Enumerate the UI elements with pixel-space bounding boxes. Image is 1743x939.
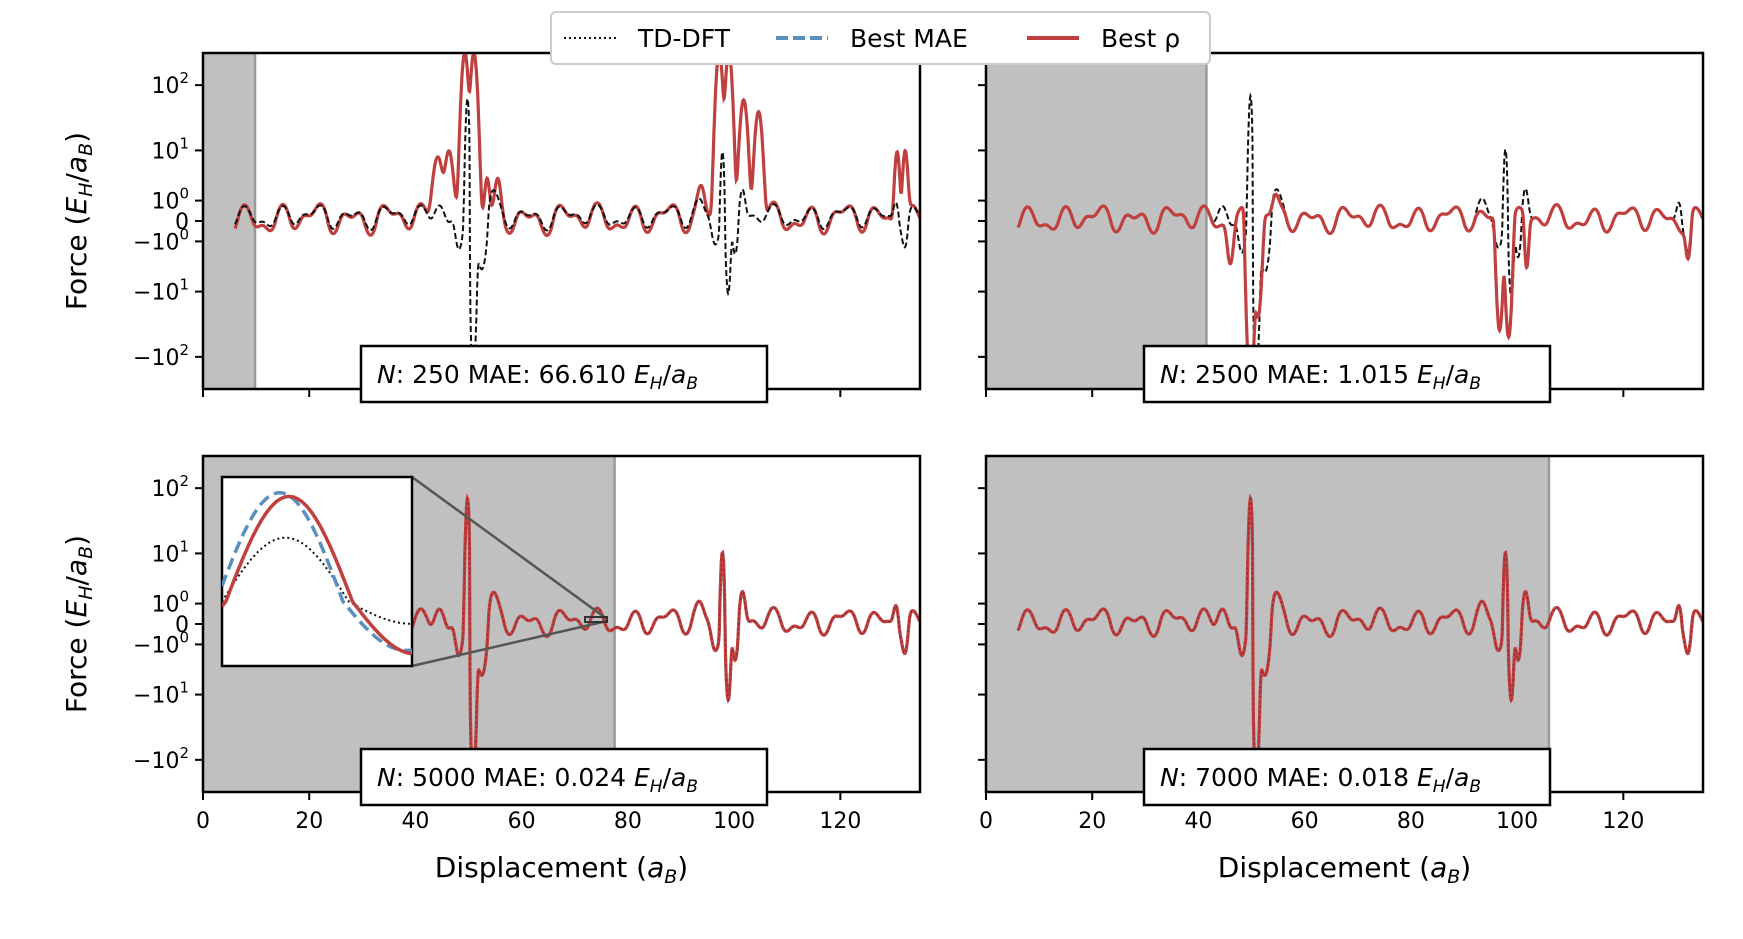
- y-tick-label: −100: [133, 628, 189, 658]
- series-group: [1016, 493, 1703, 786]
- shaded-region: [986, 456, 1549, 792]
- x-tick-label: 60: [508, 809, 536, 834]
- x-tick-label: 80: [614, 809, 642, 834]
- annotation-text: N: 7000 MAE: 0.018 EH/aB: [1160, 763, 1481, 797]
- x-axis-label: Displacement (aB): [1218, 851, 1471, 888]
- inset-connector: [411, 475, 608, 621]
- x-tick-label: 80: [1397, 809, 1425, 834]
- y-axis-label: Force (EH/aB): [60, 132, 97, 310]
- series-best-rho: [1016, 192, 1703, 389]
- legend: TD-DFT Best MAE Best ρ: [550, 11, 1211, 65]
- annotation-text: N: 5000 MAE: 0.024 EH/aB: [377, 763, 698, 797]
- y-tick-label: 0: [175, 613, 189, 638]
- annotation-text: N: 2500 MAE: 1.015 EH/aB: [1160, 360, 1481, 394]
- y-tick-label: 102: [151, 472, 189, 502]
- series-td-dft: [1017, 496, 1703, 782]
- zoom-marker: [584, 616, 608, 623]
- x-tick-label: 40: [1184, 809, 1212, 834]
- annotation-box: [1142, 747, 1552, 807]
- x-tick-label: 20: [1078, 809, 1106, 834]
- panel-annotation: N: 250 MAE: 66.610 EH/aB: [359, 344, 769, 404]
- panel-annotation: N: 7000 MAE: 0.018 EH/aB: [1142, 747, 1552, 807]
- y-tick-label: −101: [133, 679, 189, 709]
- x-tick-label: 100: [713, 809, 755, 834]
- legend-label: Best ρ: [1101, 24, 1180, 53]
- y-tick-label: 101: [151, 134, 189, 164]
- panel-annotation: N: 5000 MAE: 0.024 EH/aB: [359, 747, 769, 807]
- x-tick-label: 60: [1291, 809, 1319, 834]
- annotation-box: [359, 747, 769, 807]
- y-tick-label: −100: [133, 225, 189, 255]
- y-tick-label: 0: [175, 210, 189, 235]
- y-axis-label: Force (EH/aB): [60, 535, 97, 713]
- annotation-box: [1142, 344, 1552, 404]
- x-tick-label: 0: [196, 809, 210, 834]
- y-tick-label: −102: [133, 744, 189, 774]
- series-best-rho: [233, 53, 920, 238]
- shaded-region: [986, 53, 1207, 389]
- panel-top-right: N: 2500 MAE: 1.015 EH/aB: [978, 51, 1705, 404]
- series-group: [1016, 92, 1703, 389]
- axes-frame: [201, 51, 922, 391]
- series-td-dft: [234, 95, 920, 378]
- y-tick-label: −101: [133, 276, 189, 306]
- inset-zoom: [220, 475, 608, 668]
- x-tick-label: 120: [1602, 809, 1644, 834]
- annotation-text: N: 250 MAE: 66.610 EH/aB: [377, 360, 698, 394]
- x-axis-label: Displacement (aB): [435, 851, 688, 888]
- legend-frame: [550, 11, 1211, 65]
- y-tick-label: 100: [151, 185, 189, 215]
- x-tick-label: 0: [979, 809, 993, 834]
- x-tick-label: 120: [819, 809, 861, 834]
- series-group: [233, 53, 920, 378]
- panel-bottom-right: 0 20 40 60 80 100 120 Displacement (aB) N: 7000 …: [978, 454, 1705, 888]
- inset-connector: [411, 619, 608, 668]
- inset-series-best-rho: [222, 494, 412, 656]
- inset-series-best-mae: [222, 491, 412, 653]
- shaded-region: [203, 53, 256, 389]
- x-tick-label: 40: [401, 809, 429, 834]
- y-tick-label: 102: [151, 69, 189, 99]
- y-tick-label: −102: [133, 341, 189, 371]
- legend-label: Best MAE: [850, 24, 968, 53]
- y-tick-label: 100: [151, 588, 189, 618]
- legend-label: TD-DFT: [637, 24, 731, 53]
- x-tick-label: 20: [295, 809, 323, 834]
- inset-series-td-dft: [222, 536, 412, 625]
- annotation-box: [359, 344, 769, 404]
- x-tick-label: 100: [1496, 809, 1538, 834]
- panel-annotation: N: 2500 MAE: 1.015 EH/aB: [1142, 344, 1552, 404]
- y-tick-label: 101: [151, 537, 189, 567]
